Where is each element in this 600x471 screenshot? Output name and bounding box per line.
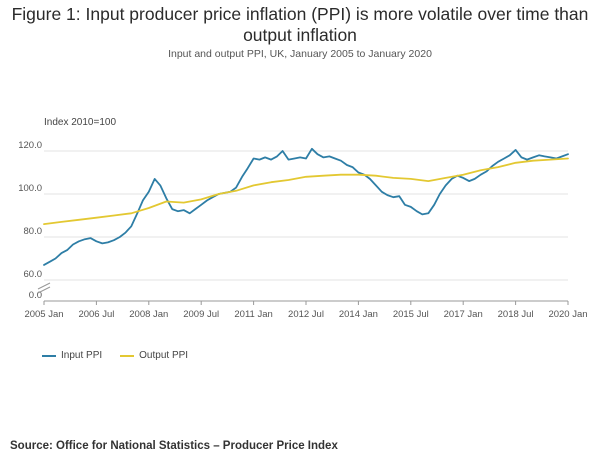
legend-swatch-input: [42, 354, 56, 357]
legend-item-output[interactable]: Output PPI: [120, 350, 188, 361]
x-tick-label: 2012 Jul: [288, 309, 324, 320]
x-tick-label: 2005 Jan: [24, 309, 63, 320]
y-tick-label: 80.0: [24, 226, 43, 237]
x-tick-label: 2008 Jan: [129, 309, 168, 320]
x-tick-label: 2020 Jan: [548, 309, 587, 320]
chart-subtitle: Input and output PPI, UK, January 2005 t…: [168, 48, 432, 60]
series-line-output-ppi: [43, 157, 569, 225]
y-tick-label: 120.0: [18, 140, 42, 151]
x-tick-label: 2011 Jan: [234, 309, 272, 320]
x-tick-label: 2017 Jan: [444, 309, 483, 320]
legend-label-input: Input PPI: [61, 350, 103, 361]
legend: Input PPI Output PPI: [42, 350, 188, 361]
source-note: Source: Office for National Statistics –…: [10, 440, 338, 452]
x-tick-label: 2014 Jan: [339, 309, 378, 320]
y-axis-label: Index 2010=100: [44, 117, 117, 128]
legend-label-output: Output PPI: [139, 350, 189, 361]
x-tick-label: 2009 Jul: [183, 309, 219, 320]
x-tick-label: 2018 Jul: [498, 309, 534, 320]
legend-item-input[interactable]: Input PPI: [42, 350, 102, 361]
y-tick-label: 60.0: [24, 269, 43, 280]
x-tick-label: 2006 Jul: [78, 309, 114, 320]
legend-swatch-output: [120, 354, 135, 357]
series-line-input-ppi: [43, 147, 569, 266]
y-tick-label: 100.0: [18, 183, 42, 194]
axis-break-mark: [37, 282, 51, 294]
y-tick-label: 0.0: [29, 290, 42, 301]
x-tick-label: 2015 Jul: [393, 309, 429, 320]
chart-title: Figure 1: Input producer price inflation…: [11, 4, 589, 45]
